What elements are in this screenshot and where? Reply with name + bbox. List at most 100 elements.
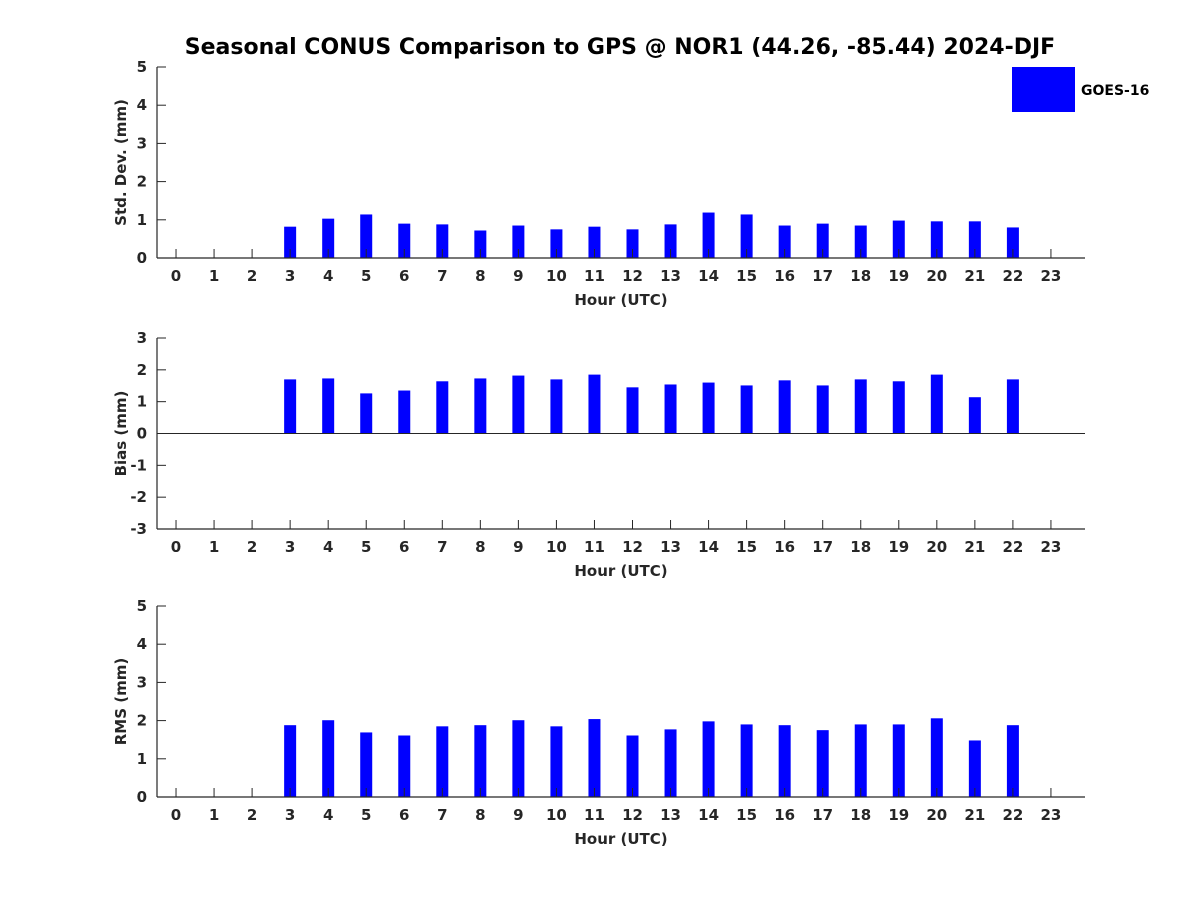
x-tick-label: 13 <box>660 267 681 285</box>
x-tick-label: 10 <box>546 267 567 285</box>
bar-hour-13 <box>664 729 677 797</box>
x-tick-label: 13 <box>660 538 681 556</box>
x-tick-label: 16 <box>774 267 795 285</box>
x-tick-label: 8 <box>475 806 485 824</box>
bar-hour-4 <box>322 378 335 434</box>
bar-hour-21 <box>968 397 981 434</box>
bar-hour-16 <box>778 225 791 258</box>
bar-hour-21 <box>968 221 981 258</box>
bar-hour-10 <box>550 726 563 797</box>
y-tick-label: 3 <box>137 134 147 152</box>
x-tick-label: 5 <box>361 806 371 824</box>
x-tick-label: 12 <box>622 267 643 285</box>
x-tick-label: 20 <box>926 538 947 556</box>
bar-hour-9 <box>512 720 525 797</box>
bar-hour-6 <box>398 735 411 797</box>
x-tick-label: 3 <box>285 538 295 556</box>
x-tick-label: 13 <box>660 806 681 824</box>
x-tick-label: 22 <box>1002 267 1023 285</box>
bar-hour-17 <box>816 385 829 434</box>
bar-hour-6 <box>398 390 411 434</box>
bar-hour-13 <box>664 224 677 258</box>
bar-hour-14 <box>702 382 715 434</box>
bar-hour-3 <box>284 725 297 797</box>
bar-hour-14 <box>702 721 715 797</box>
x-tick-label: 19 <box>888 806 909 824</box>
x-tick-label: 10 <box>546 806 567 824</box>
x-tick-label: 23 <box>1041 538 1062 556</box>
y-tick-label: 3 <box>137 673 147 691</box>
chart-title: Seasonal CONUS Comparison to GPS @ NOR1 … <box>185 35 1055 60</box>
x-tick-label: 11 <box>584 267 605 285</box>
bar-hour-18 <box>854 225 867 258</box>
y-tick-label: 4 <box>137 96 147 114</box>
bar-hour-7 <box>436 381 449 434</box>
bar-hour-22 <box>1006 227 1019 258</box>
x-tick-label: 5 <box>361 267 371 285</box>
y-tick-label: 1 <box>137 393 147 411</box>
x-tick-label: 1 <box>209 267 219 285</box>
x-tick-label: 16 <box>774 806 795 824</box>
x-tick-label: 19 <box>888 267 909 285</box>
bar-hour-4 <box>322 218 335 258</box>
bar-hour-20 <box>930 718 943 797</box>
x-tick-label: 8 <box>475 538 485 556</box>
bar-hour-17 <box>816 223 829 258</box>
bar-hour-21 <box>968 740 981 797</box>
y-tick-label: 2 <box>137 361 147 379</box>
bar-hour-5 <box>360 732 373 797</box>
x-tick-label: 4 <box>323 267 333 285</box>
x-tick-label: 11 <box>584 806 605 824</box>
x-tick-label: 22 <box>1002 806 1023 824</box>
x-tick-label: 20 <box>926 806 947 824</box>
y-tick-label: 0 <box>137 425 147 443</box>
x-tick-label: 19 <box>888 538 909 556</box>
x-tick-label: 5 <box>361 538 371 556</box>
x-tick-label: 23 <box>1041 267 1062 285</box>
bar-hour-16 <box>778 380 791 434</box>
legend-swatch <box>1012 67 1075 112</box>
bar-hour-11 <box>588 226 601 258</box>
x-tick-label: 18 <box>850 267 871 285</box>
x-tick-label: 15 <box>736 267 757 285</box>
x-tick-label: 7 <box>437 267 447 285</box>
bar-hour-9 <box>512 225 525 258</box>
legend-label: GOES-16 <box>1081 83 1149 99</box>
bar-hour-17 <box>816 730 829 797</box>
x-axis-label: Hour (UTC) <box>574 562 667 580</box>
x-tick-label: 0 <box>171 806 181 824</box>
y-axis-label: RMS (mm) <box>112 658 130 745</box>
bar-hour-8 <box>474 230 487 258</box>
bar-hour-18 <box>854 379 867 434</box>
x-axis-label: Hour (UTC) <box>574 291 667 309</box>
x-tick-label: 7 <box>437 538 447 556</box>
x-tick-label: 2 <box>247 806 257 824</box>
bar-hour-20 <box>930 374 943 434</box>
x-tick-label: 17 <box>812 538 833 556</box>
bar-hour-8 <box>474 378 487 434</box>
x-tick-label: 4 <box>323 538 333 556</box>
x-tick-label: 21 <box>964 267 985 285</box>
bar-hour-22 <box>1006 379 1019 434</box>
x-tick-label: 0 <box>171 267 181 285</box>
x-tick-label: 14 <box>698 538 719 556</box>
bar-hour-12 <box>626 735 639 797</box>
bar-hour-11 <box>588 374 601 434</box>
y-tick-label: 2 <box>137 712 147 730</box>
bar-hour-15 <box>740 385 753 434</box>
x-tick-label: 17 <box>812 267 833 285</box>
legend: GOES-16 <box>1012 67 1149 112</box>
y-tick-label: 2 <box>137 173 147 191</box>
bar-hour-3 <box>284 379 297 434</box>
bar-hour-9 <box>512 375 525 434</box>
bar-hour-8 <box>474 725 487 797</box>
y-tick-label: 5 <box>137 58 147 76</box>
bar-hour-20 <box>930 221 943 258</box>
bar-hour-6 <box>398 223 411 258</box>
x-tick-label: 10 <box>546 538 567 556</box>
bar-hour-13 <box>664 384 677 434</box>
bar-hour-22 <box>1006 725 1019 797</box>
bar-hour-5 <box>360 393 373 434</box>
